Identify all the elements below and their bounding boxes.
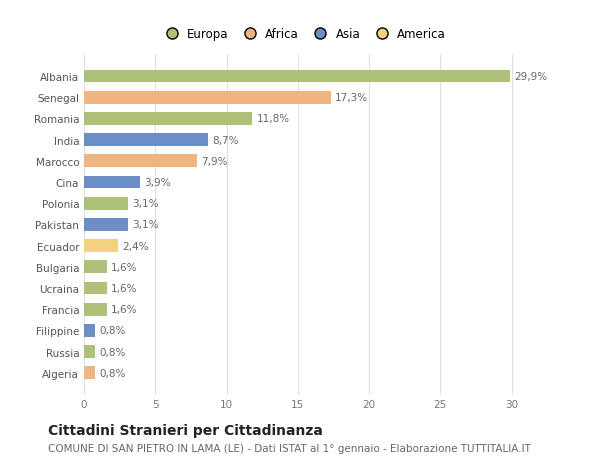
- Bar: [84, 240, 118, 252]
- Text: 3,1%: 3,1%: [133, 199, 159, 209]
- Text: 2,4%: 2,4%: [122, 241, 149, 251]
- Text: Cittadini Stranieri per Cittadinanza: Cittadini Stranieri per Cittadinanza: [48, 423, 323, 437]
- Text: 7,9%: 7,9%: [201, 157, 227, 167]
- Text: 0,8%: 0,8%: [100, 326, 126, 336]
- Bar: [84, 197, 128, 210]
- Text: COMUNE DI SAN PIETRO IN LAMA (LE) - Dati ISTAT al 1° gennaio - Elaborazione TUTT: COMUNE DI SAN PIETRO IN LAMA (LE) - Dati…: [48, 443, 531, 453]
- Text: 1,6%: 1,6%: [111, 304, 137, 314]
- Bar: [84, 261, 107, 274]
- Bar: [84, 325, 95, 337]
- Text: 0,8%: 0,8%: [100, 368, 126, 378]
- Bar: [84, 92, 331, 104]
- Bar: [84, 303, 107, 316]
- Text: 1,6%: 1,6%: [111, 283, 137, 293]
- Text: 1,6%: 1,6%: [111, 262, 137, 272]
- Bar: [84, 346, 95, 358]
- Text: 0,8%: 0,8%: [100, 347, 126, 357]
- Text: 17,3%: 17,3%: [335, 93, 368, 103]
- Bar: [84, 71, 510, 83]
- Legend: Europa, Africa, Asia, America: Europa, Africa, Asia, America: [155, 23, 451, 46]
- Bar: [84, 367, 95, 379]
- Text: 3,1%: 3,1%: [133, 220, 159, 230]
- Bar: [84, 113, 252, 125]
- Bar: [84, 155, 197, 168]
- Text: 11,8%: 11,8%: [256, 114, 290, 124]
- Bar: [84, 218, 128, 231]
- Text: 3,9%: 3,9%: [144, 178, 170, 188]
- Text: 29,9%: 29,9%: [514, 72, 547, 82]
- Bar: [84, 282, 107, 295]
- Bar: [84, 176, 140, 189]
- Bar: [84, 134, 208, 147]
- Text: 8,7%: 8,7%: [212, 135, 239, 146]
